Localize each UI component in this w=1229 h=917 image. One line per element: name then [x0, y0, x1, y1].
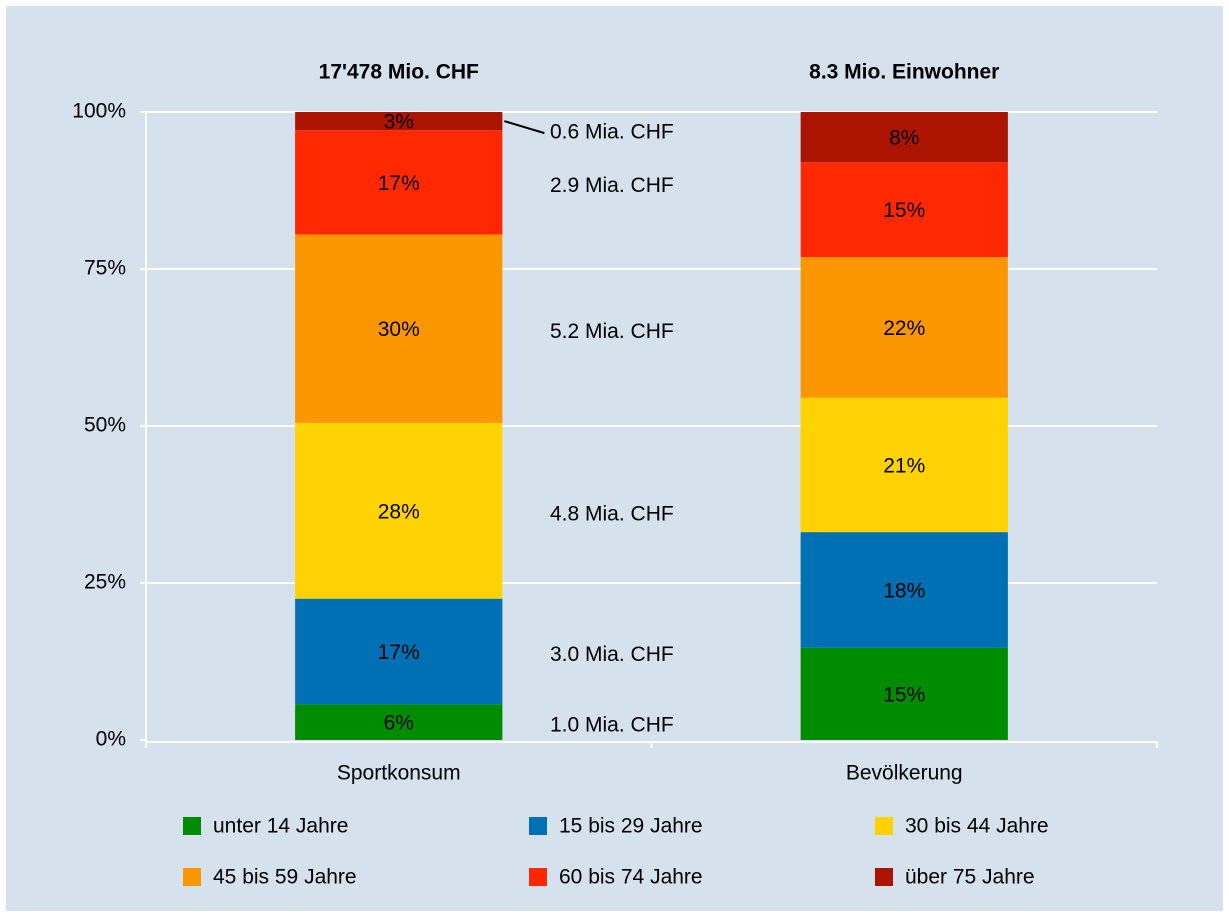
annotation: 1.0 Mia. CHF — [550, 714, 674, 737]
legend-swatch — [875, 817, 893, 835]
data-label: 30% — [378, 318, 420, 341]
data-label: 17% — [378, 641, 420, 664]
bar-segment — [800, 397, 1008, 533]
legend-label: über 75 Jahre — [905, 866, 1035, 889]
bar-segment — [800, 162, 1008, 258]
data-label: 3% — [384, 111, 414, 134]
bar-segment — [800, 112, 1008, 163]
y-tick-label: 100% — [72, 100, 126, 123]
legend-label: 15 bis 29 Jahre — [559, 815, 703, 838]
data-label: 15% — [883, 683, 925, 706]
legend-swatch — [529, 817, 547, 835]
y-tick-label: 25% — [84, 571, 126, 594]
bar-segment — [295, 422, 503, 599]
legend-label: unter 14 Jahre — [213, 815, 348, 838]
y-tick-label: 75% — [84, 257, 126, 280]
bar-segment — [800, 257, 1008, 398]
bar-segment — [800, 647, 1008, 740]
leader-line — [504, 120, 545, 135]
annotation: 0.6 Mia. CHF — [550, 121, 674, 144]
x-tick-label: Bevölkerung — [846, 762, 963, 785]
y-tick-label: 50% — [84, 414, 126, 437]
legend-label: 45 bis 59 Jahre — [213, 866, 357, 889]
data-label: 22% — [883, 317, 925, 340]
bar-segment — [295, 598, 503, 705]
legend-swatch — [183, 868, 201, 886]
data-label: 21% — [883, 454, 925, 477]
annotation: 4.8 Mia. CHF — [550, 502, 674, 525]
bar-segment — [295, 704, 503, 740]
data-label: 15% — [883, 199, 925, 222]
legend-swatch — [183, 817, 201, 835]
data-label: 28% — [378, 500, 420, 523]
bar-title: 8.3 Mio. Einwohner — [809, 61, 999, 84]
legend-label: 30 bis 44 Jahre — [905, 815, 1049, 838]
data-label: 17% — [378, 172, 420, 195]
data-label: 8% — [889, 127, 919, 150]
bar-segment — [295, 112, 503, 131]
bar-segment — [295, 130, 503, 235]
annotation: 5.2 Mia. CHF — [550, 320, 674, 343]
chart-area — [6, 6, 1223, 911]
annotation: 3.0 Mia. CHF — [550, 643, 674, 666]
bar-segment — [295, 234, 503, 423]
legend-swatch — [875, 868, 893, 886]
data-label: 18% — [883, 579, 925, 602]
legend-label: 60 bis 74 Jahre — [559, 866, 703, 889]
bar-title: 17'478 Mio. CHF — [319, 61, 479, 84]
annotation: 2.9 Mia. CHF — [550, 174, 674, 197]
legend-swatch — [529, 868, 547, 886]
x-tick-label: Sportkonsum — [337, 762, 461, 785]
bar-segment — [800, 532, 1008, 648]
data-label: 6% — [384, 712, 414, 735]
y-tick-label: 0% — [96, 728, 126, 751]
